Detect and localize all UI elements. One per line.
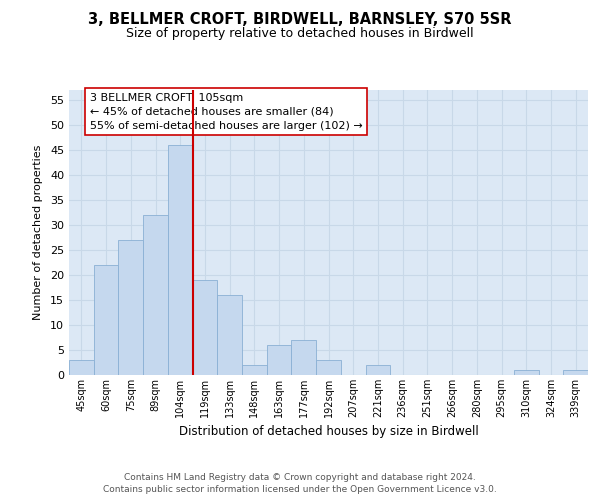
Bar (217, 295, 242, 375)
Bar (316, 360, 341, 375)
Bar (94, 265, 118, 375)
X-axis label: Distribution of detached houses by size in Birdwell: Distribution of detached houses by size … (179, 426, 478, 438)
Text: 3, BELLMER CROFT, BIRDWELL, BARNSLEY, S70 5SR: 3, BELLMER CROFT, BIRDWELL, BARNSLEY, S7… (88, 12, 512, 28)
Text: 3 BELLMER CROFT: 105sqm
← 45% of detached houses are smaller (84)
55% of semi-de: 3 BELLMER CROFT: 105sqm ← 45% of detache… (90, 93, 362, 131)
Bar (267, 345, 292, 375)
Text: Contains public sector information licensed under the Open Government Licence v3: Contains public sector information licen… (103, 485, 497, 494)
Bar (168, 145, 193, 375)
Bar (242, 365, 267, 375)
Bar (563, 370, 588, 375)
Text: Contains HM Land Registry data © Crown copyright and database right 2024.: Contains HM Land Registry data © Crown c… (124, 472, 476, 482)
Bar (193, 280, 217, 375)
Text: Size of property relative to detached houses in Birdwell: Size of property relative to detached ho… (126, 28, 474, 40)
Bar (118, 240, 143, 375)
Bar (292, 340, 316, 375)
Bar (69, 360, 94, 375)
Y-axis label: Number of detached properties: Number of detached properties (33, 145, 43, 320)
Bar (143, 215, 168, 375)
Bar (365, 365, 390, 375)
Bar (514, 370, 539, 375)
